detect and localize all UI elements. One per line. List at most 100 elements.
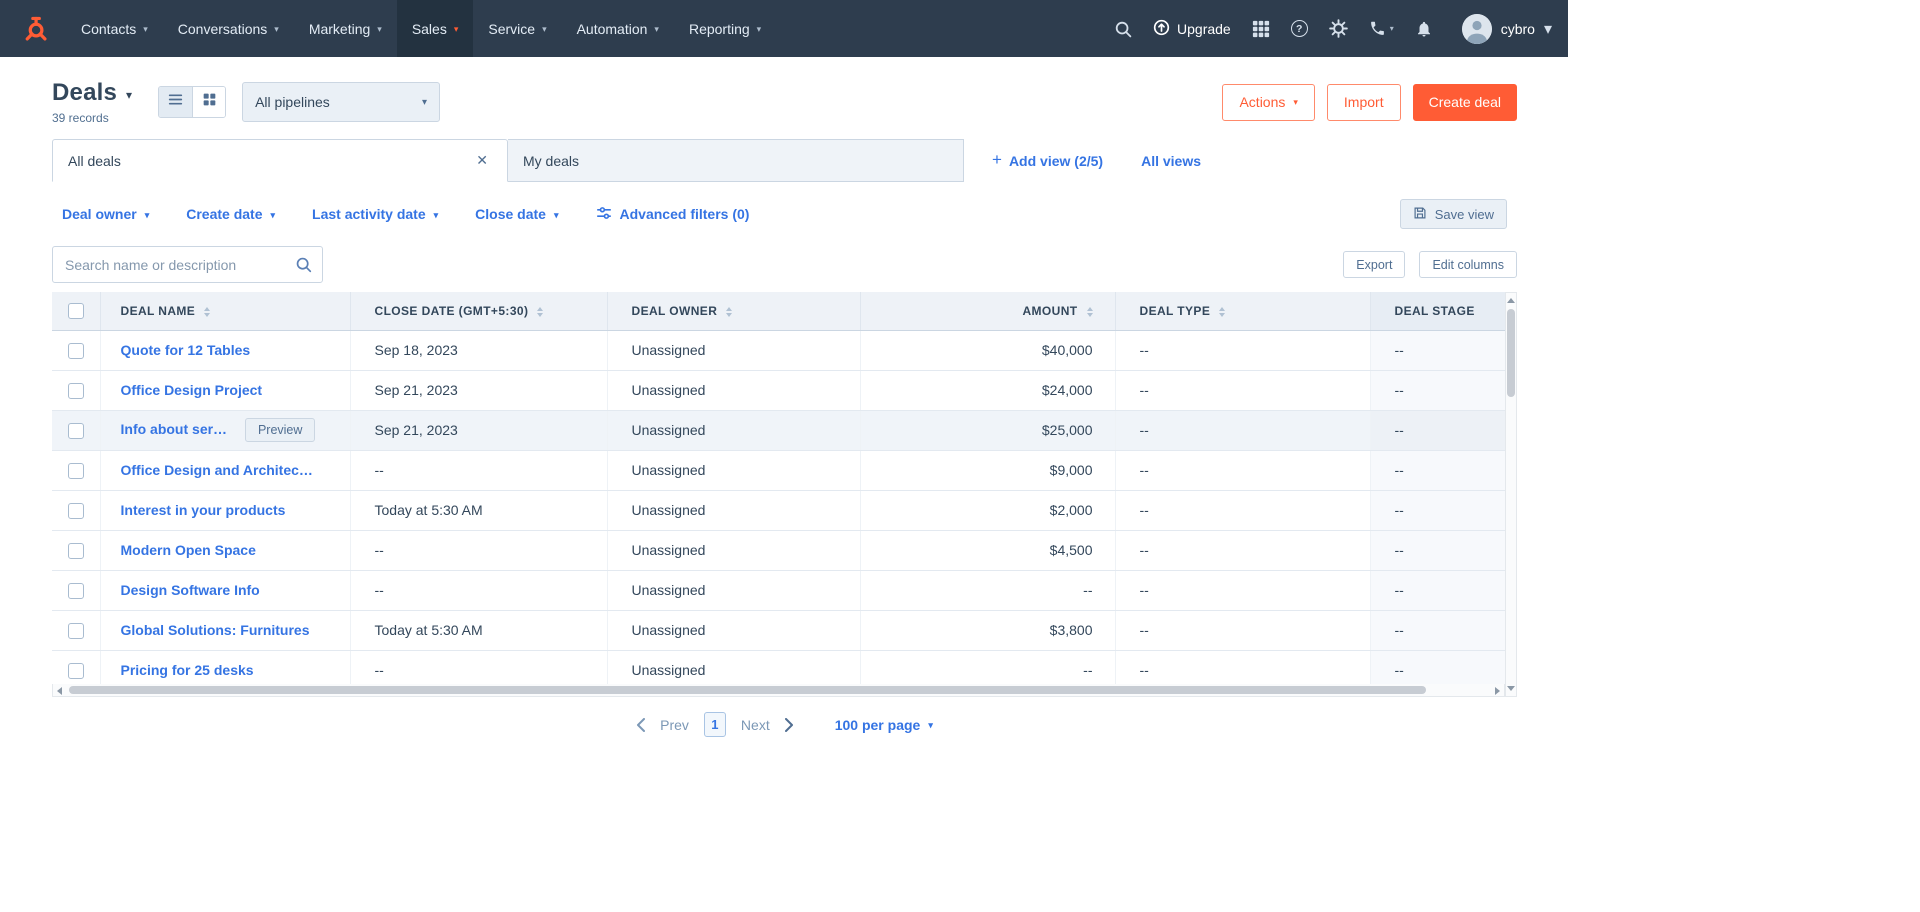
edit-columns-button[interactable]: Edit columns <box>1419 251 1517 278</box>
vertical-scrollbar-thumb[interactable] <box>1507 309 1515 397</box>
row-checkbox[interactable] <box>67 422 84 439</box>
sort-icon[interactable] <box>1086 306 1093 317</box>
deal-name-link[interactable]: Office Design and Architec… <box>120 462 313 478</box>
row-checkbox[interactable] <box>67 542 84 559</box>
chevron-down-icon: ▾ <box>270 209 276 220</box>
close-icon[interactable]: ✕ <box>476 152 488 168</box>
hubspot-logo-icon[interactable] <box>20 14 50 44</box>
row-checkbox[interactable] <box>67 462 84 479</box>
nav-item-label: Marketing <box>308 20 371 37</box>
nav-item-marketing[interactable]: Marketing ▾ <box>294 0 397 57</box>
search-icon[interactable] <box>1114 20 1132 38</box>
table-row: Office Design Project Sep 21, 2023 Unass… <box>52 370 1505 411</box>
sort-icon[interactable] <box>204 306 211 317</box>
filter-deal-owner[interactable]: Deal owner ▾ <box>62 206 149 222</box>
actions-button[interactable]: Actions ▾ <box>1222 83 1315 121</box>
deal-name-link[interactable]: Info about ser… <box>120 421 228 437</box>
add-view-label: Add view (2/5) <box>1008 152 1104 169</box>
notifications-bell-icon[interactable] <box>1415 20 1433 38</box>
title-dropdown-caret-icon[interactable]: ▾ <box>126 87 133 102</box>
scroll-left-arrow[interactable] <box>57 687 62 695</box>
marketplace-icon[interactable] <box>1252 20 1270 38</box>
deal-name-link[interactable]: Pricing for 25 desks <box>120 662 254 678</box>
row-checkbox[interactable] <box>67 622 84 639</box>
import-button[interactable]: Import <box>1326 83 1401 121</box>
row-checkbox[interactable] <box>67 582 84 599</box>
create-deal-button[interactable]: Create deal <box>1412 83 1517 121</box>
row-checkbox[interactable] <box>67 382 84 399</box>
save-view-button[interactable]: Save view <box>1399 199 1507 229</box>
board-view-button[interactable] <box>192 87 226 117</box>
scroll-up-arrow[interactable] <box>1507 298 1515 303</box>
question-glyph: ? <box>1296 22 1303 35</box>
filter-label: Close date <box>475 206 546 222</box>
filter-close-date[interactable]: Close date ▾ <box>475 206 558 222</box>
per-page-select[interactable]: 100 per page ▾ <box>835 717 933 733</box>
nav-item-sales[interactable]: Sales ▾ <box>396 0 474 57</box>
sort-icon[interactable] <box>1219 306 1226 317</box>
sort-icon[interactable] <box>537 306 544 317</box>
deal-name-link[interactable]: Office Design Project <box>120 382 263 398</box>
column-header-deal-stage[interactable]: DEAL STAGE <box>1370 292 1505 331</box>
vertical-scrollbar[interactable] <box>1505 292 1517 697</box>
save-view-label: Save view <box>1434 206 1494 222</box>
all-views-link[interactable]: All views <box>1141 153 1201 169</box>
export-label: Export <box>1356 257 1393 272</box>
deal-name-link[interactable]: Design Software Info <box>120 582 260 598</box>
row-checkbox[interactable] <box>67 342 84 359</box>
advanced-filters-link[interactable]: Advanced filters (0) <box>596 205 749 224</box>
sort-icon[interactable] <box>726 306 733 317</box>
nav-item-reporting[interactable]: Reporting ▾ <box>674 0 776 57</box>
table-row: Global Solutions: Furnitures Today at 5:… <box>52 610 1505 651</box>
upgrade-button[interactable]: Upgrade <box>1153 19 1231 39</box>
column-header-deal-owner[interactable]: DEAL OWNER <box>607 292 861 331</box>
nav-item-service[interactable]: Service ▾ <box>473 0 561 57</box>
horizontal-scrollbar-thumb[interactable] <box>69 686 1426 694</box>
export-button[interactable]: Export <box>1343 251 1406 278</box>
deal-name-link[interactable]: Modern Open Space <box>120 542 256 558</box>
horizontal-scrollbar[interactable] <box>52 684 1505 697</box>
table-row: Design Software Info -- Unassigned -- --… <box>52 570 1505 611</box>
deal-stage-cell: -- <box>1370 410 1505 451</box>
row-checkbox[interactable] <box>67 662 84 679</box>
nav-item-automation[interactable]: Automation ▾ <box>562 0 674 57</box>
settings-gear-icon[interactable] <box>1328 19 1348 38</box>
deal-name-link[interactable]: Quote for 12 Tables <box>120 342 251 358</box>
preview-button[interactable]: Preview <box>244 418 316 442</box>
deal-name-link[interactable]: Global Solutions: Furnitures <box>120 622 310 638</box>
account-menu[interactable]: cybro ▾ <box>1461 13 1552 44</box>
scroll-down-arrow[interactable] <box>1507 686 1515 691</box>
nav-item-conversations[interactable]: Conversations ▾ <box>163 0 294 57</box>
row-checkbox[interactable] <box>67 502 84 519</box>
search-input[interactable] <box>65 256 295 273</box>
nav-item-contacts[interactable]: Contacts ▾ <box>66 0 163 57</box>
list-view-button[interactable] <box>159 87 193 117</box>
select-all-checkbox[interactable] <box>67 302 84 319</box>
tab-my-deals[interactable]: My deals <box>508 139 964 182</box>
deal-name-link[interactable]: Interest in your products <box>120 502 286 518</box>
help-icon[interactable]: ? <box>1290 20 1308 37</box>
scroll-right-arrow[interactable] <box>1495 687 1500 695</box>
column-header-amount[interactable]: AMOUNT <box>860 292 1116 331</box>
column-header-deal-type[interactable]: DEAL TYPE <box>1115 292 1371 331</box>
search-icon[interactable] <box>295 256 312 273</box>
column-header-deal-name[interactable]: DEAL NAME <box>100 292 351 331</box>
tab-all-deals[interactable]: All deals ✕ <box>52 139 508 182</box>
calling-phone-icon[interactable]: ▾ <box>1369 20 1394 37</box>
next-page-button[interactable]: Next <box>740 716 770 733</box>
deal-owner-cell: Unassigned <box>607 450 861 491</box>
deal-type-cell: -- <box>1115 410 1371 451</box>
add-view-link[interactable]: + Add view (2/5) <box>992 150 1104 170</box>
nav-item-label: Conversations <box>177 20 268 37</box>
filter-create-date[interactable]: Create date ▾ <box>186 206 275 222</box>
column-header-close-date[interactable]: CLOSE DATE (GMT+5:30) <box>350 292 608 331</box>
prev-page-button[interactable]: Prev <box>660 716 689 733</box>
prev-page-chevron-icon[interactable] <box>636 717 646 732</box>
current-page-button[interactable]: 1 <box>703 712 726 737</box>
pipeline-select[interactable]: All pipelines ▾ <box>242 82 441 122</box>
filter-label: Create date <box>186 206 263 222</box>
next-page-chevron-icon[interactable] <box>784 717 794 732</box>
navbar-right: Upgrade ? ▾ cybro ▾ <box>1114 0 1552 57</box>
filter-last-activity-date[interactable]: Last activity date ▾ <box>312 206 438 222</box>
deal-stage-cell: -- <box>1370 330 1505 371</box>
